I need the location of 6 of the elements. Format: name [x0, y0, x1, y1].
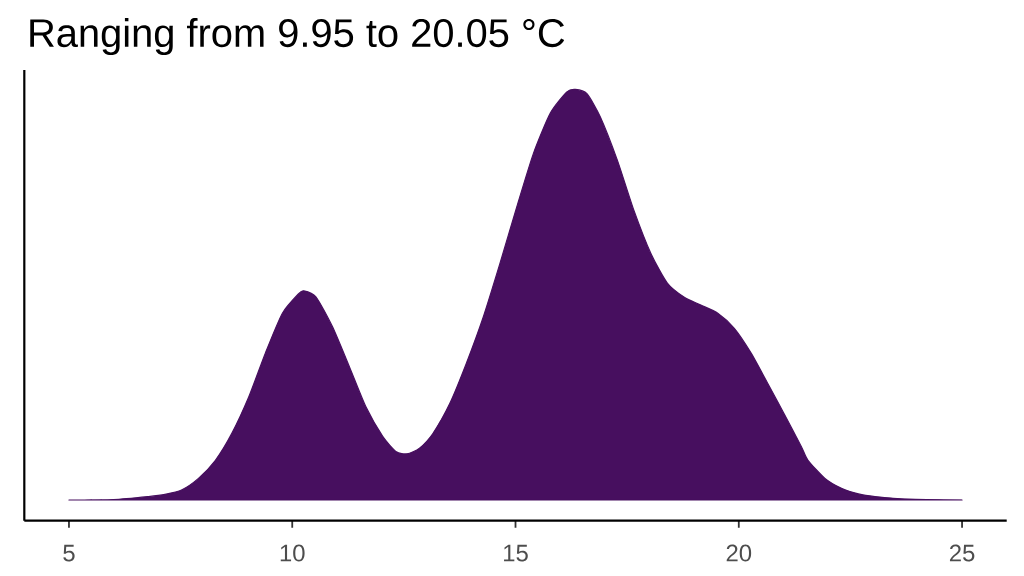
x-tick-label: 10 — [280, 544, 305, 562]
x-tick-label: 25 — [949, 544, 975, 562]
x-tick-label: 15 — [504, 544, 528, 562]
x-tick-label: 20 — [726, 544, 752, 562]
chart-title: Ranging from 9.95 to 20.05 °C — [30, 17, 565, 56]
x-tick-label: 5 — [63, 544, 75, 562]
